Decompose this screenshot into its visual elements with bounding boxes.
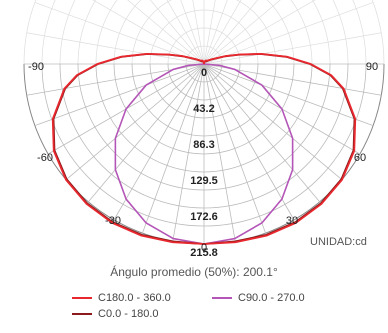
legend-label-c90: C90.0 - 270.0 (238, 292, 305, 304)
grid-spoke (26, 32, 205, 65)
grid-spoke (34, 63, 205, 126)
legend-label-c180: C180.0 - 360.0 (98, 292, 171, 304)
grid-spoke (180, 0, 205, 65)
grid-spoke (203, 0, 316, 65)
legend-label-c0: C0.0 - 180.0 (98, 308, 159, 320)
legend-swatch-c180 (72, 297, 92, 299)
legend-item-c180: C180.0 - 360.0 (72, 292, 171, 304)
grid-spoke (203, 2, 374, 65)
grid-spoke (203, 63, 236, 242)
grid-spoke (34, 2, 205, 65)
grid-spoke (127, 0, 205, 65)
grid-spoke (203, 0, 228, 65)
angle-label: 90 (366, 61, 378, 73)
grid-spoke (203, 63, 266, 234)
grid-spoke (203, 63, 321, 203)
legend-item-c90: C90.0 - 270.0 (212, 292, 305, 304)
grid-spoke (203, 63, 374, 126)
grid-spoke (203, 0, 242, 65)
angle-labels: 0 30 60 90 -30 -60 -90 (28, 61, 378, 254)
radial-tick-label: 43.2 (193, 103, 214, 115)
grid-spoke (203, 0, 281, 65)
grid-spoke (166, 0, 205, 65)
angle-label: 0 (201, 242, 207, 254)
legend-item-c0: C0.0 - 180.0 (72, 308, 159, 320)
radial-tick-label: 172.6 (190, 211, 218, 223)
angle-label: 60 (354, 152, 366, 164)
grid-spoke (203, 32, 382, 65)
grid-spoke (142, 63, 205, 234)
average-angle-text: Ángulo promedio (50%): 200.1° (110, 265, 278, 279)
legend-swatch-c90 (212, 297, 232, 299)
angle-label: -90 (28, 61, 44, 73)
grid-spoke (92, 0, 205, 65)
angle-label: 30 (286, 215, 298, 227)
grid-spoke (192, 0, 205, 65)
series-line-0 (51, 52, 357, 245)
radial-labels: 0 43.2 86.3 129.5 172.6 215.8 (190, 67, 218, 259)
polar-grid (23, 0, 385, 245)
grid-spoke (172, 63, 205, 242)
angle-label: -60 (37, 152, 53, 164)
grid-ring-upper (113, 0, 295, 65)
unit-label: UNIDAD:cd (310, 236, 367, 248)
grid-spoke (149, 0, 205, 65)
grid-spoke (203, 63, 295, 221)
angle-label: -30 (105, 215, 121, 227)
grid-spoke (65, 63, 205, 181)
radial-tick-label: 86.3 (193, 139, 214, 151)
legend-swatch-c0 (72, 313, 92, 315)
polar-curves (51, 52, 357, 245)
grid-ring-upper (77, 0, 331, 65)
grid-ring-upper (95, 0, 313, 65)
grid-spoke (87, 63, 205, 203)
grid-spoke (113, 63, 205, 221)
grid-spoke (203, 0, 259, 65)
grid-ring-upper (131, 0, 277, 65)
radial-tick-label: 129.5 (190, 175, 218, 187)
grid-spoke (203, 0, 216, 65)
radial-tick-label: 215.8 (190, 247, 218, 259)
radial-tick-label: 0 (201, 67, 207, 79)
grid-spoke (203, 63, 343, 181)
